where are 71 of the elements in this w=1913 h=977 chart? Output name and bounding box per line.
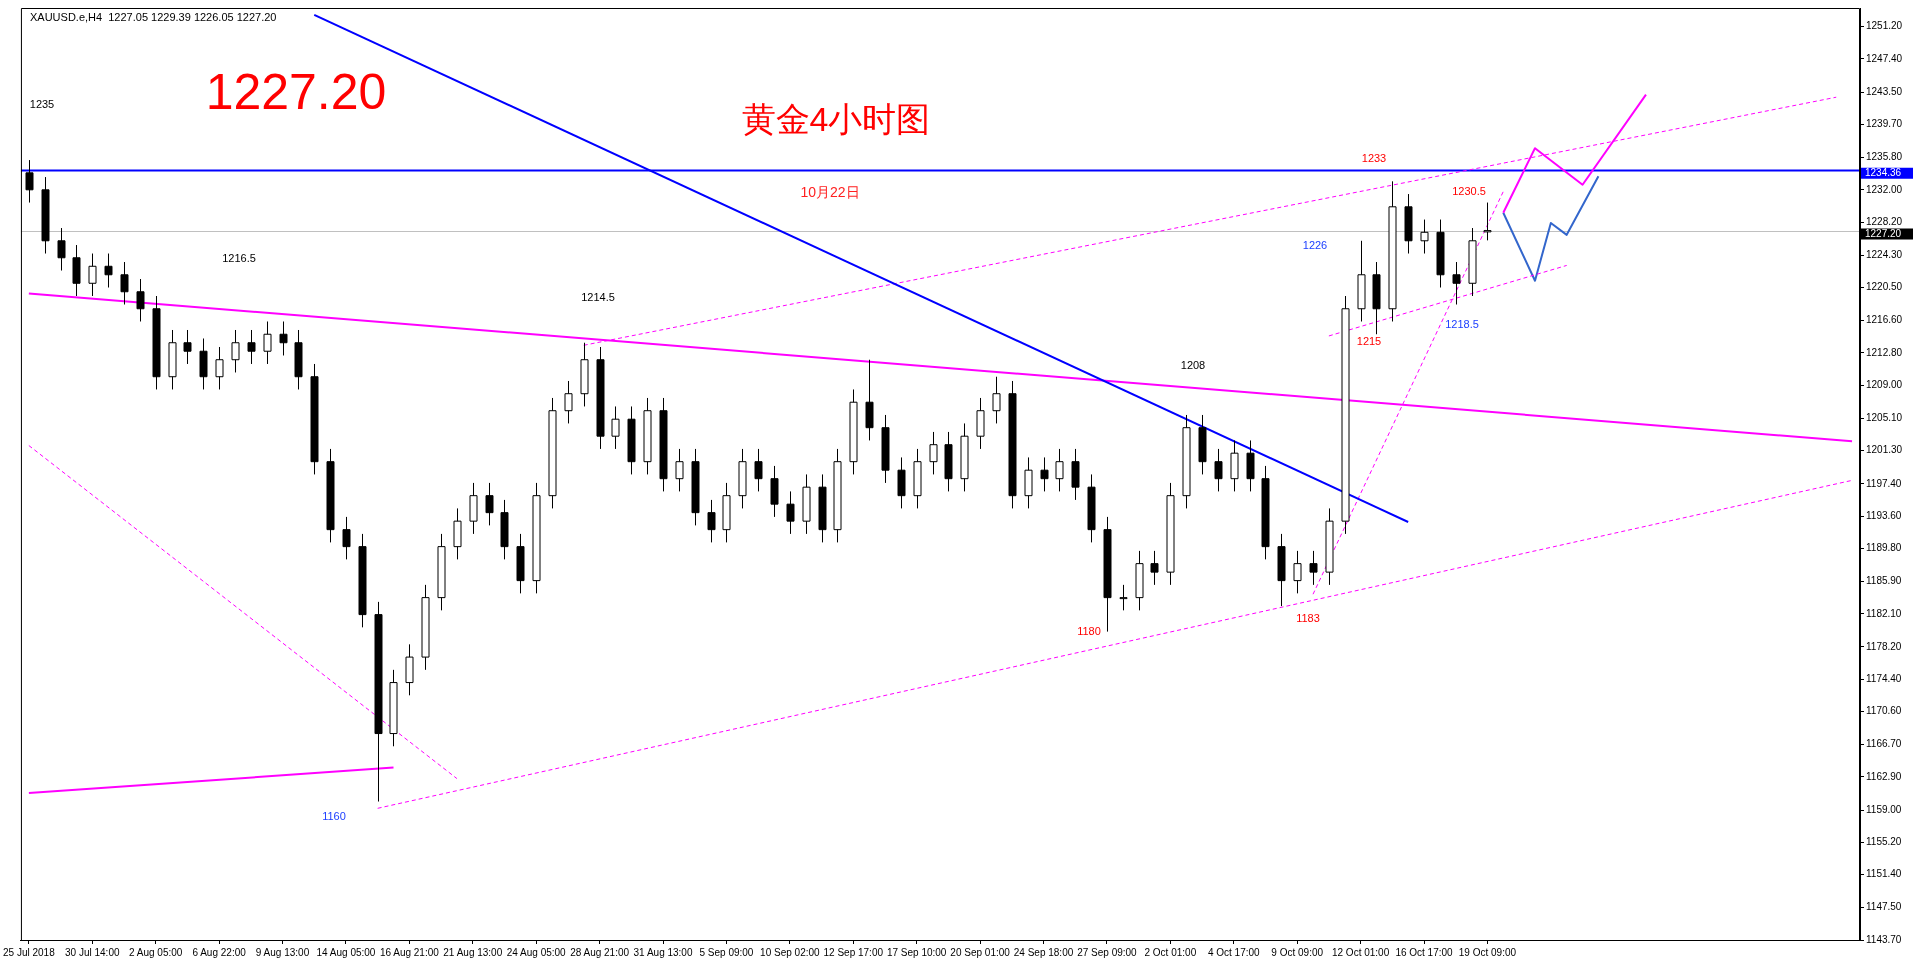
y-tick-label: 1201.30	[1866, 444, 1903, 456]
annotation: 1218.5	[1445, 318, 1479, 331]
x-tick-label: 20 Sep 01:00	[950, 946, 1011, 958]
y-tick-label: 1205.10	[1866, 412, 1903, 424]
y-tick-label: 1159.00	[1866, 803, 1902, 815]
y-tick-label: 1209.00	[1866, 378, 1903, 390]
y-tick-label: 1182.10	[1866, 607, 1902, 619]
x-tick-label: 14 Aug 05:00	[316, 946, 376, 958]
y-tick-label: 1166.70	[1866, 738, 1902, 750]
y-tick-label: 1212.80	[1866, 346, 1903, 358]
y-tick-label: 1189.80	[1866, 542, 1902, 554]
annotation: 1180	[1077, 625, 1101, 638]
x-tick-label: 2 Aug 05:00	[128, 946, 183, 958]
y-tick-label: 1197.40	[1866, 477, 1902, 489]
x-tick-label: 10 Sep 02:00	[760, 946, 821, 958]
x-tick-label: 19 Oct 09:00	[1458, 946, 1517, 958]
annotation: 1215	[1356, 335, 1382, 348]
annotation: 1227.20	[205, 63, 387, 120]
y-tick-label: 1239.70	[1866, 118, 1903, 130]
y-tick-label: 1178.20	[1866, 640, 1902, 652]
x-tick-label: 2 Oct 01:00	[1144, 946, 1197, 958]
x-tick-label: 6 Aug 22:00	[192, 946, 247, 958]
y-tick-label: 1247.40	[1866, 52, 1903, 64]
y-tick-label: 1232.00	[1866, 183, 1903, 195]
text: 黄金4小时图	[741, 100, 931, 139]
y-tick-label: 1170.60	[1866, 705, 1902, 717]
x-tick-label: 27 Sep 09:00	[1077, 946, 1138, 958]
y-tick-label: 1147.50	[1866, 901, 1902, 913]
ref-line-label: 1227.20	[1865, 227, 1902, 239]
x-tick-label: 5 Sep 09:00	[699, 946, 754, 958]
annotation: 1230.5	[1452, 185, 1486, 198]
x-tick-label: 12 Oct 01:00	[1331, 946, 1390, 958]
y-tick-label: 1185.90	[1866, 575, 1902, 587]
x-tick-label: 16 Oct 17:00	[1395, 946, 1454, 958]
annotation: 10月22日	[800, 183, 860, 200]
y-tick-label: 1228.20	[1866, 215, 1903, 227]
x-tick-label: 17 Sep 10:00	[886, 946, 947, 958]
x-tick-label: 9 Aug 13:00	[255, 946, 310, 958]
x-tick-label: 21 Aug 13:00	[443, 946, 503, 958]
ref-line-label: 1234.36	[1865, 167, 1902, 179]
y-tick-label: 1155.20	[1866, 836, 1902, 848]
x-tick-label: 9 Oct 09:00	[1271, 946, 1324, 958]
x-tick-label: 12 Sep 17:00	[823, 946, 884, 958]
annotation: 1226	[1302, 239, 1328, 252]
y-tick-label: 1224.30	[1866, 248, 1903, 260]
annotation: 1208	[1180, 359, 1206, 372]
annotation: 1216.5	[222, 252, 256, 265]
x-tick-label: 24 Aug 05:00	[506, 946, 567, 958]
annotation: XAUUSD.e,H4 1227.05 1229.39 1226.05 1227.20	[30, 11, 277, 24]
y-tick-label: 1151.40	[1866, 868, 1902, 880]
annotation: 1214.5	[581, 291, 615, 304]
x-tick-label: 25 Jul 2018	[3, 946, 56, 958]
y-tick-label: 1220.50	[1866, 281, 1903, 293]
x-tick-label: 16 Aug 21:00	[379, 946, 440, 958]
annotation: 1183	[1296, 612, 1320, 625]
y-tick-label: 1216.60	[1866, 314, 1903, 326]
x-tick-label: 30 Jul 14:00	[65, 946, 120, 958]
y-tick-label: 1162.90	[1866, 770, 1902, 782]
x-tick-label: 31 Aug 13:00	[633, 946, 693, 958]
y-tick-label: 1143.70	[1866, 933, 1902, 945]
annotation: 1233	[1361, 152, 1387, 165]
annotation: 1235	[29, 98, 55, 111]
x-tick-label: 28 Aug 21:00	[570, 946, 630, 958]
x-tick-label: 24 Sep 18:00	[1013, 946, 1074, 958]
annotation: 1160	[322, 810, 346, 823]
y-tick-label: 1193.60	[1866, 509, 1902, 521]
x-tick-label: 4 Oct 17:00	[1207, 946, 1261, 958]
y-tick-label: 1174.40	[1866, 672, 1902, 684]
y-tick-label: 1251.20	[1866, 20, 1903, 32]
y-tick-label: 1235.80	[1866, 151, 1903, 163]
y-tick-label: 1243.50	[1866, 85, 1903, 97]
